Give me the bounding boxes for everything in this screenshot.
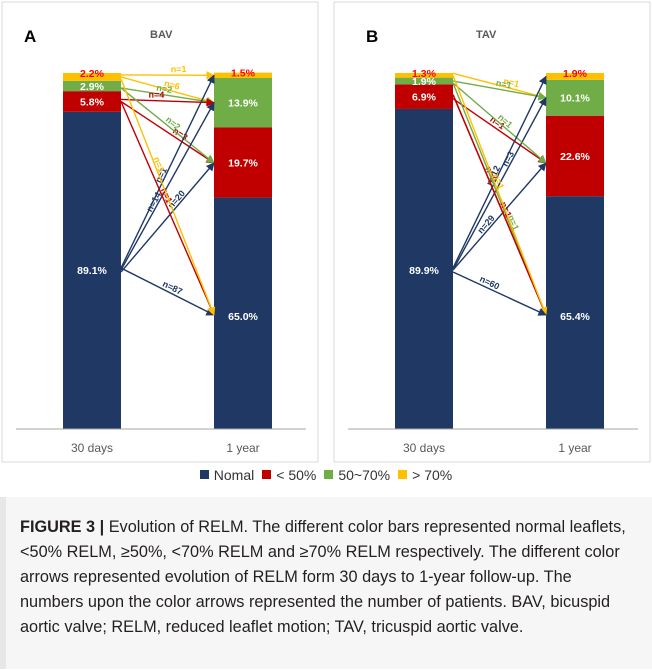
flow-arrow-50-70-to-50-70 — [120, 87, 215, 106]
bar-segment-nomal-30-days — [395, 108, 453, 430]
flow-arrow-nomal-to-50-70 — [452, 97, 547, 271]
caption-text: Evolution of RELM. The different color b… — [20, 518, 626, 636]
flow-arrow-50-70-to-50-70 — [452, 80, 547, 101]
legend-item-nomal: Nomal — [199, 466, 255, 483]
flow-label: n=14 — [144, 190, 163, 213]
legend-item-lt-50: < 50% — [262, 467, 316, 483]
flow-arrow-lt-50-to-nomal — [452, 94, 547, 316]
bar-segment-lt-50-1-year — [546, 115, 604, 197]
bar-segment-lt-50-1-year — [214, 127, 272, 198]
flow-arrow-nomal-to-gt-70 — [120, 74, 215, 269]
bar-segment-lt-50-30-days — [395, 84, 453, 109]
bar-segment-gt-70-30-days — [63, 73, 121, 81]
flow-arrow-gt-70-to-nomal — [452, 75, 548, 316]
data-label-nomal: 65.4% — [560, 311, 590, 323]
flow-label: n=2 — [156, 82, 173, 95]
legend-swatch — [199, 470, 209, 479]
flow-arrow-nomal-to-nomal — [120, 267, 215, 316]
panel-border — [333, 1, 651, 463]
legend-label: > 70% — [412, 466, 453, 483]
legend-label: 50~70% — [338, 466, 391, 483]
panel-letter: B — [366, 27, 378, 46]
flow-arrow-50-70-to-lt-50 — [120, 87, 215, 164]
flow-label: n=1 — [495, 78, 512, 91]
data-label-nomal: 89.1% — [77, 265, 107, 277]
data-label-nomal: 65.0% — [228, 311, 258, 323]
bar-segment-nomal-1-year — [546, 196, 604, 429]
legend-swatch — [262, 470, 272, 479]
bar-segment-gt-70-30-days — [395, 73, 453, 78]
flow-label: n=4 — [148, 90, 164, 100]
flow-arrow-nomal-to-gt-70 — [452, 75, 547, 269]
flow-arrow-50-70-to-lt-50 — [452, 82, 547, 164]
flow-arrow-nomal-to-50-70 — [120, 101, 215, 271]
bar-segment-gt-70-1-year — [214, 72, 272, 78]
caption-label: FIGURE 3 | — [20, 518, 105, 536]
x-tick-label: 1 year — [558, 441, 591, 455]
flow-arrow-lt-50-to-nomal — [120, 101, 215, 316]
data-label-50-70: 13.9% — [228, 98, 258, 110]
flow-arrow-gt-70-to-50-70 — [452, 72, 547, 100]
flow-label: n=6 — [163, 78, 181, 92]
x-tick-label: 30 days — [403, 441, 445, 455]
legend-item-gt-70: > 70% — [398, 467, 452, 483]
flow-arrow-nomal-to-lt-50 — [452, 162, 547, 271]
legend-swatch — [398, 470, 408, 479]
panel-border — [1, 1, 319, 463]
data-label-lt-50: 5.8% — [80, 96, 105, 108]
data-label-nomal: 89.9% — [409, 265, 439, 277]
bar-segment-nomal-1-year — [214, 197, 272, 429]
legend-label: < 50% — [276, 466, 317, 483]
data-label-50-70: 2.9% — [80, 81, 105, 93]
legend-label: Nomal — [213, 466, 255, 483]
panel-title: BAV — [150, 29, 173, 41]
data-label-gt-70: 1.9% — [563, 68, 588, 80]
legend-item-50-70: 50~70% — [324, 467, 390, 483]
flow-label: n=1 — [503, 76, 521, 89]
bar-segment-50-70-1-year — [214, 77, 272, 128]
flow-arrow-gt-70-to-50-70 — [120, 76, 215, 105]
data-label-lt-50: 6.9% — [412, 92, 437, 104]
data-label-lt-50: 22.6% — [560, 151, 590, 163]
flow-arrow-lt-50-to-lt-50 — [120, 100, 215, 164]
flow-arrow-nomal-to-lt-50 — [120, 162, 215, 273]
x-tick-label: 30 days — [71, 441, 113, 455]
bar-segment-nomal-30-days — [63, 111, 121, 429]
data-label-50-70: 10.1% — [560, 93, 590, 105]
data-label-lt-50: 19.7% — [228, 158, 258, 170]
legend: Nomal < 50% 50~70% > 70% — [0, 466, 652, 483]
data-label-gt-70: 1.5% — [231, 68, 256, 80]
bar-segment-50-70-30-days — [395, 77, 453, 85]
bar-segment-50-70-30-days — [63, 80, 121, 92]
data-label-gt-70: 1.3% — [412, 68, 437, 80]
flow-arrow-gt-70-to-nomal — [120, 78, 216, 316]
bar-segment-gt-70-1-year — [546, 73, 604, 80]
figure-caption: FIGURE 3 | Evolution of RELM. The differ… — [0, 497, 652, 669]
panel-title: TAV — [476, 29, 497, 41]
flow-arrow-nomal-to-nomal — [452, 271, 547, 316]
flow-arrow-lt-50-to-lt-50 — [452, 98, 547, 164]
data-label-gt-70: 2.2% — [80, 68, 105, 80]
panel-letter: A — [24, 27, 36, 46]
bar-segment-lt-50-30-days — [63, 91, 121, 112]
data-label-50-70: 1.9% — [412, 76, 437, 88]
legend-swatch — [324, 470, 334, 479]
flow-label: n=1 — [152, 155, 167, 173]
x-tick-label: 1 year — [226, 441, 259, 455]
flow-label: n=1 — [171, 64, 187, 74]
bar-segment-50-70-1-year — [546, 79, 604, 116]
